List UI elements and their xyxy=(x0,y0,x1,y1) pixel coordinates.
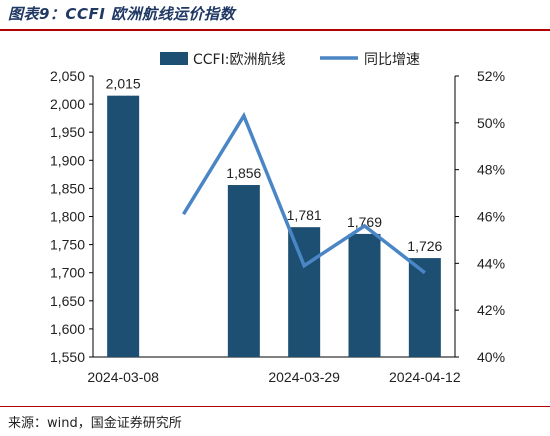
left-tick-label: 1,950 xyxy=(50,124,85,140)
legend-line-label: 同比增速 xyxy=(364,52,420,68)
bar xyxy=(107,95,140,358)
left-y-axis: 1,550 1,600 1,650 1,700 1,750 1,800 1,850 1,900… xyxy=(50,68,93,365)
x-tick-label: 2024-04-12 xyxy=(389,369,461,385)
left-tick-label: 1,750 xyxy=(50,237,85,253)
title-divider xyxy=(0,29,550,31)
bar-value-label: 2,015 xyxy=(106,76,141,92)
left-tick-label: 1,900 xyxy=(50,152,85,168)
left-tick-label: 2,000 xyxy=(50,96,85,112)
line-series xyxy=(182,111,426,275)
bar xyxy=(288,227,321,357)
bar xyxy=(348,233,381,357)
source-note: 来源：wind，国金证券研究所 xyxy=(8,416,182,431)
right-tick-label: 50% xyxy=(477,115,505,131)
legend: CCFI:欧洲航线 同比增速 xyxy=(160,52,420,68)
bar-value-label: 1,856 xyxy=(226,165,261,181)
bar-value-label: 1,726 xyxy=(407,238,442,254)
yoy-growth-line xyxy=(182,111,426,275)
footer-divider xyxy=(0,406,550,407)
x-tick-label: 2024-03-08 xyxy=(87,369,159,385)
bar xyxy=(408,258,441,357)
right-tick-label: 44% xyxy=(477,255,505,271)
legend-bar-label: CCFI:欧洲航线 xyxy=(193,52,285,68)
chart-canvas: CCFI:欧洲航线 同比增速 1,5501,6001,6501,7001,7501… xyxy=(50,52,505,385)
bar xyxy=(227,185,260,357)
right-tick-label: 52% xyxy=(477,68,505,84)
left-tick-label: 1,850 xyxy=(50,180,85,196)
right-tick-label: 42% xyxy=(477,302,505,318)
right-tick-label: 40% xyxy=(477,349,505,365)
left-tick-label: 1,650 xyxy=(50,293,85,309)
right-tick-label: 46% xyxy=(477,209,505,225)
bar-series: 2,015 1,856 1,781 1,769 1,726 xyxy=(106,76,443,358)
left-tick-label: 1,700 xyxy=(50,265,85,281)
left-tick-label: 1,600 xyxy=(50,321,85,337)
axes xyxy=(92,76,456,358)
right-tick-label: 48% xyxy=(477,162,505,178)
left-tick-label: 2,050 xyxy=(50,68,85,84)
x-axis: 2024-03-08 2024-03-29 2024-04-12 xyxy=(87,369,460,385)
x-tick-label: 2024-03-29 xyxy=(268,369,340,385)
bar-value-label: 1,781 xyxy=(287,207,322,223)
left-tick-label: 1,800 xyxy=(50,209,85,225)
left-tick-label: 1,550 xyxy=(50,349,85,365)
legend-bar-swatch xyxy=(160,52,188,65)
right-y-axis: 40% 42% 44% 46% 48% 50% 52% xyxy=(455,68,505,365)
chart-title: 图表9：CCFI 欧洲航线运价指数 xyxy=(8,5,236,23)
bar-value-label: 1,769 xyxy=(347,214,382,230)
